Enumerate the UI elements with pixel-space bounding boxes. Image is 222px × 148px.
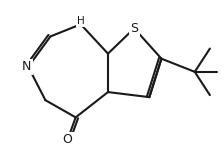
Text: H: H (77, 16, 85, 26)
Text: N: N (22, 60, 31, 73)
Text: O: O (63, 133, 73, 146)
Text: S: S (130, 22, 138, 35)
